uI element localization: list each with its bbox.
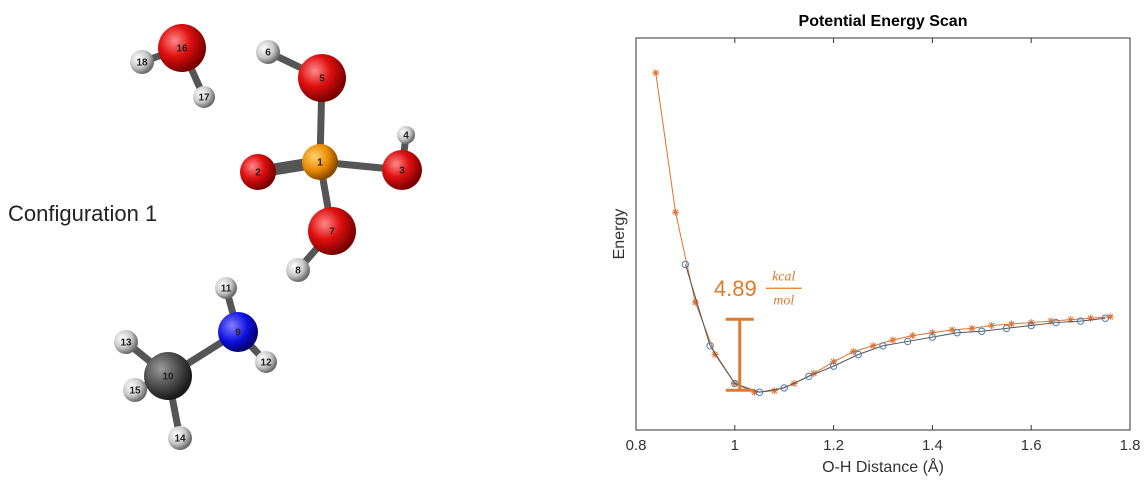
figure: 123456789101112131415161718 Configuratio… <box>0 0 1145 478</box>
x-axis-label: O-H Distance (Å) <box>822 457 944 476</box>
x-tick-label: 1.4 <box>922 437 943 454</box>
chart-title: Potential Energy Scan <box>799 13 968 30</box>
marker <box>988 322 995 329</box>
atom-label: 9 <box>235 328 241 339</box>
x-tick-label: 0.8 <box>626 437 647 454</box>
atom-label: 6 <box>265 48 271 59</box>
plot-frame <box>636 38 1130 430</box>
annotation-value: 4.89 <box>714 276 757 301</box>
marker <box>949 326 956 333</box>
annotation-unit: mol <box>773 293 794 308</box>
atom-label: 15 <box>129 386 141 397</box>
marker <box>909 332 916 339</box>
atom-label: 1 <box>317 158 323 169</box>
atom-label: 16 <box>176 44 188 55</box>
marker <box>672 209 679 216</box>
atom-label: 7 <box>329 227 335 238</box>
atom-label: 13 <box>120 338 132 349</box>
atom-label: 8 <box>295 266 301 277</box>
annotation-unit: kcal <box>772 269 795 284</box>
atom-label: 10 <box>162 372 174 383</box>
x-tick-label: 1 <box>731 437 739 454</box>
series-line <box>656 73 1110 392</box>
atom-label: 2 <box>255 168 261 179</box>
marker <box>889 336 896 343</box>
marker <box>771 387 778 394</box>
x-tick-label: 1.6 <box>1021 437 1042 454</box>
atom-label: 18 <box>136 58 148 69</box>
caption: Configuration 1 <box>8 201 157 226</box>
atom-label: 4 <box>403 131 409 142</box>
x-tick-label: 1.8 <box>1120 437 1141 454</box>
marker <box>968 325 975 332</box>
atom-label: 11 <box>221 284 232 295</box>
plot: 0.8 1 1.2 1.4 1.6 1.8 4.89 kcal mol <box>626 38 1141 454</box>
atom-label: 12 <box>260 358 272 369</box>
y-axis-label: Energy <box>611 209 628 260</box>
atom-label: 14 <box>174 434 186 445</box>
x-tick-label: 1.2 <box>823 437 844 454</box>
marker <box>850 348 857 355</box>
atom-label: 17 <box>198 93 210 104</box>
atom-label: 5 <box>319 74 325 85</box>
marker <box>652 69 659 76</box>
atom-label: 3 <box>399 166 405 177</box>
